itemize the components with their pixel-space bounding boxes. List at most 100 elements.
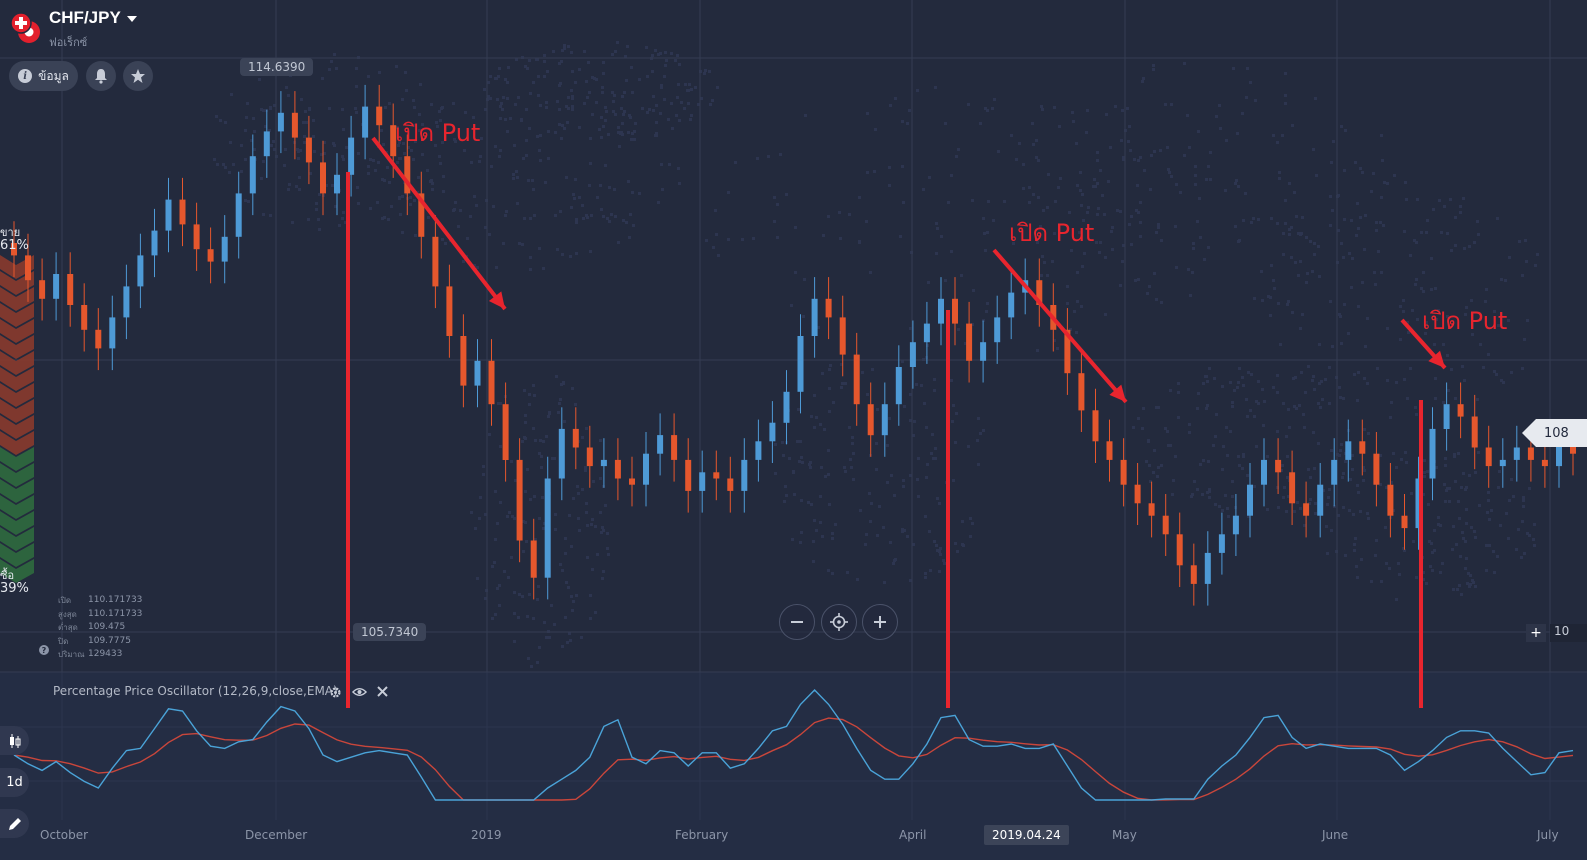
candle: [1317, 484, 1324, 516]
candle: [123, 286, 130, 318]
candle: [1541, 459, 1548, 467]
x-axis-label: October: [40, 828, 89, 842]
candle: [1387, 484, 1394, 516]
chart-type-button[interactable]: [0, 726, 29, 755]
candle: [39, 280, 46, 299]
candle: [980, 342, 987, 361]
crosshair-price-tag: 10: [1550, 624, 1587, 642]
candle: [109, 317, 116, 349]
favorite-button[interactable]: [123, 61, 153, 91]
chevron-down-icon: [126, 15, 137, 22]
instrument-header: CHF/JPY ฟอเร็กซ์: [0, 0, 300, 56]
ohlc-row: ปิด 109.7775: [58, 635, 131, 646]
info-button[interactable]: i ข้อมูล: [9, 61, 78, 91]
candle: [881, 404, 888, 436]
candle: [769, 422, 776, 442]
low-price-tag: 105.7340: [353, 623, 427, 641]
signal-line: [13, 717, 1574, 801]
zoom-out-button[interactable]: [779, 604, 815, 640]
candle: [460, 336, 467, 386]
indicator-remove-button[interactable]: [377, 686, 388, 700]
annotation-text: เปิด Put: [395, 119, 481, 147]
instrument-selector[interactable]: CHF/JPY: [49, 8, 137, 28]
candle: [348, 137, 355, 175]
sell-sentiment: ขาย 61%: [0, 226, 29, 253]
candle: [362, 106, 369, 138]
candle: [1345, 441, 1352, 460]
candle: [1499, 459, 1506, 467]
ppo-indicator: [13, 688, 1574, 801]
candle: [572, 428, 579, 448]
bell-icon: [95, 69, 107, 84]
candle: [1401, 515, 1408, 529]
candle: [53, 274, 60, 299]
candle: [727, 478, 734, 491]
candle: [1008, 292, 1015, 318]
candle: [586, 447, 593, 467]
candle: [334, 174, 340, 194]
candle: [1513, 447, 1520, 460]
annotation-text: เปิด Put: [1009, 219, 1095, 247]
help-icon[interactable]: ?: [39, 645, 49, 655]
candle: [1134, 484, 1141, 504]
candle: [600, 459, 607, 467]
candle: [839, 317, 846, 355]
candle: [320, 162, 326, 194]
candle: [1443, 404, 1450, 429]
sentiment-chevron: [0, 303, 34, 327]
candle: [1176, 534, 1183, 566]
candle: [895, 367, 902, 405]
candle: [165, 199, 172, 231]
sentiment-chevron: [0, 431, 34, 455]
candle: [249, 156, 256, 194]
candle: [446, 286, 453, 336]
x-axis-label: 2019: [471, 828, 502, 842]
candle: [825, 298, 832, 318]
x-axis-label: April: [899, 828, 927, 842]
indicator-visibility-button[interactable]: [351, 686, 368, 701]
recenter-button[interactable]: [821, 604, 857, 640]
candle: [193, 224, 200, 250]
candle: [614, 459, 621, 479]
add-level-button[interactable]: +: [1526, 624, 1546, 642]
zoom-in-button[interactable]: [862, 604, 898, 640]
candle: [1036, 280, 1043, 305]
candle: [867, 404, 874, 436]
candle: [1275, 459, 1282, 473]
drawing-tools-button[interactable]: [0, 809, 29, 838]
x-axis-label: June: [1322, 828, 1349, 842]
buy-sentiment: ซื้อ 39%: [0, 569, 29, 596]
high-price-tag: 114.6390: [240, 58, 314, 76]
candle: [1261, 459, 1267, 485]
candle: [81, 305, 88, 330]
logo-icon: [10, 12, 40, 43]
candle: [376, 106, 383, 126]
candle: [179, 199, 186, 225]
alert-button[interactable]: [86, 61, 116, 91]
pencil-icon: [8, 817, 21, 830]
candle: [1120, 459, 1127, 485]
candle: [1162, 515, 1169, 535]
candle: [67, 274, 74, 305]
candle: [1415, 478, 1422, 529]
ohlc-panel: เปิด 110.171733 สูงสุด 110.171733 ต่ำสุด 10…: [58, 594, 142, 662]
candle: [488, 360, 495, 405]
candle: [643, 453, 649, 485]
candle: [1331, 459, 1338, 485]
candle: [1106, 441, 1113, 460]
candle: [1359, 441, 1366, 454]
candle: [1204, 552, 1211, 584]
indicator-settings-button[interactable]: [329, 686, 342, 702]
candle: [1092, 410, 1099, 442]
candle: [404, 156, 411, 194]
timeframe-button[interactable]: 1d: [0, 768, 29, 797]
ohlc-row: เปิด 110.171733: [58, 595, 143, 605]
info-icon: i: [18, 69, 33, 83]
candle: [938, 298, 944, 324]
candle: [151, 230, 158, 256]
candles: [11, 84, 1576, 606]
sentiment-chevron: [0, 559, 34, 583]
plus-icon: [874, 616, 886, 628]
